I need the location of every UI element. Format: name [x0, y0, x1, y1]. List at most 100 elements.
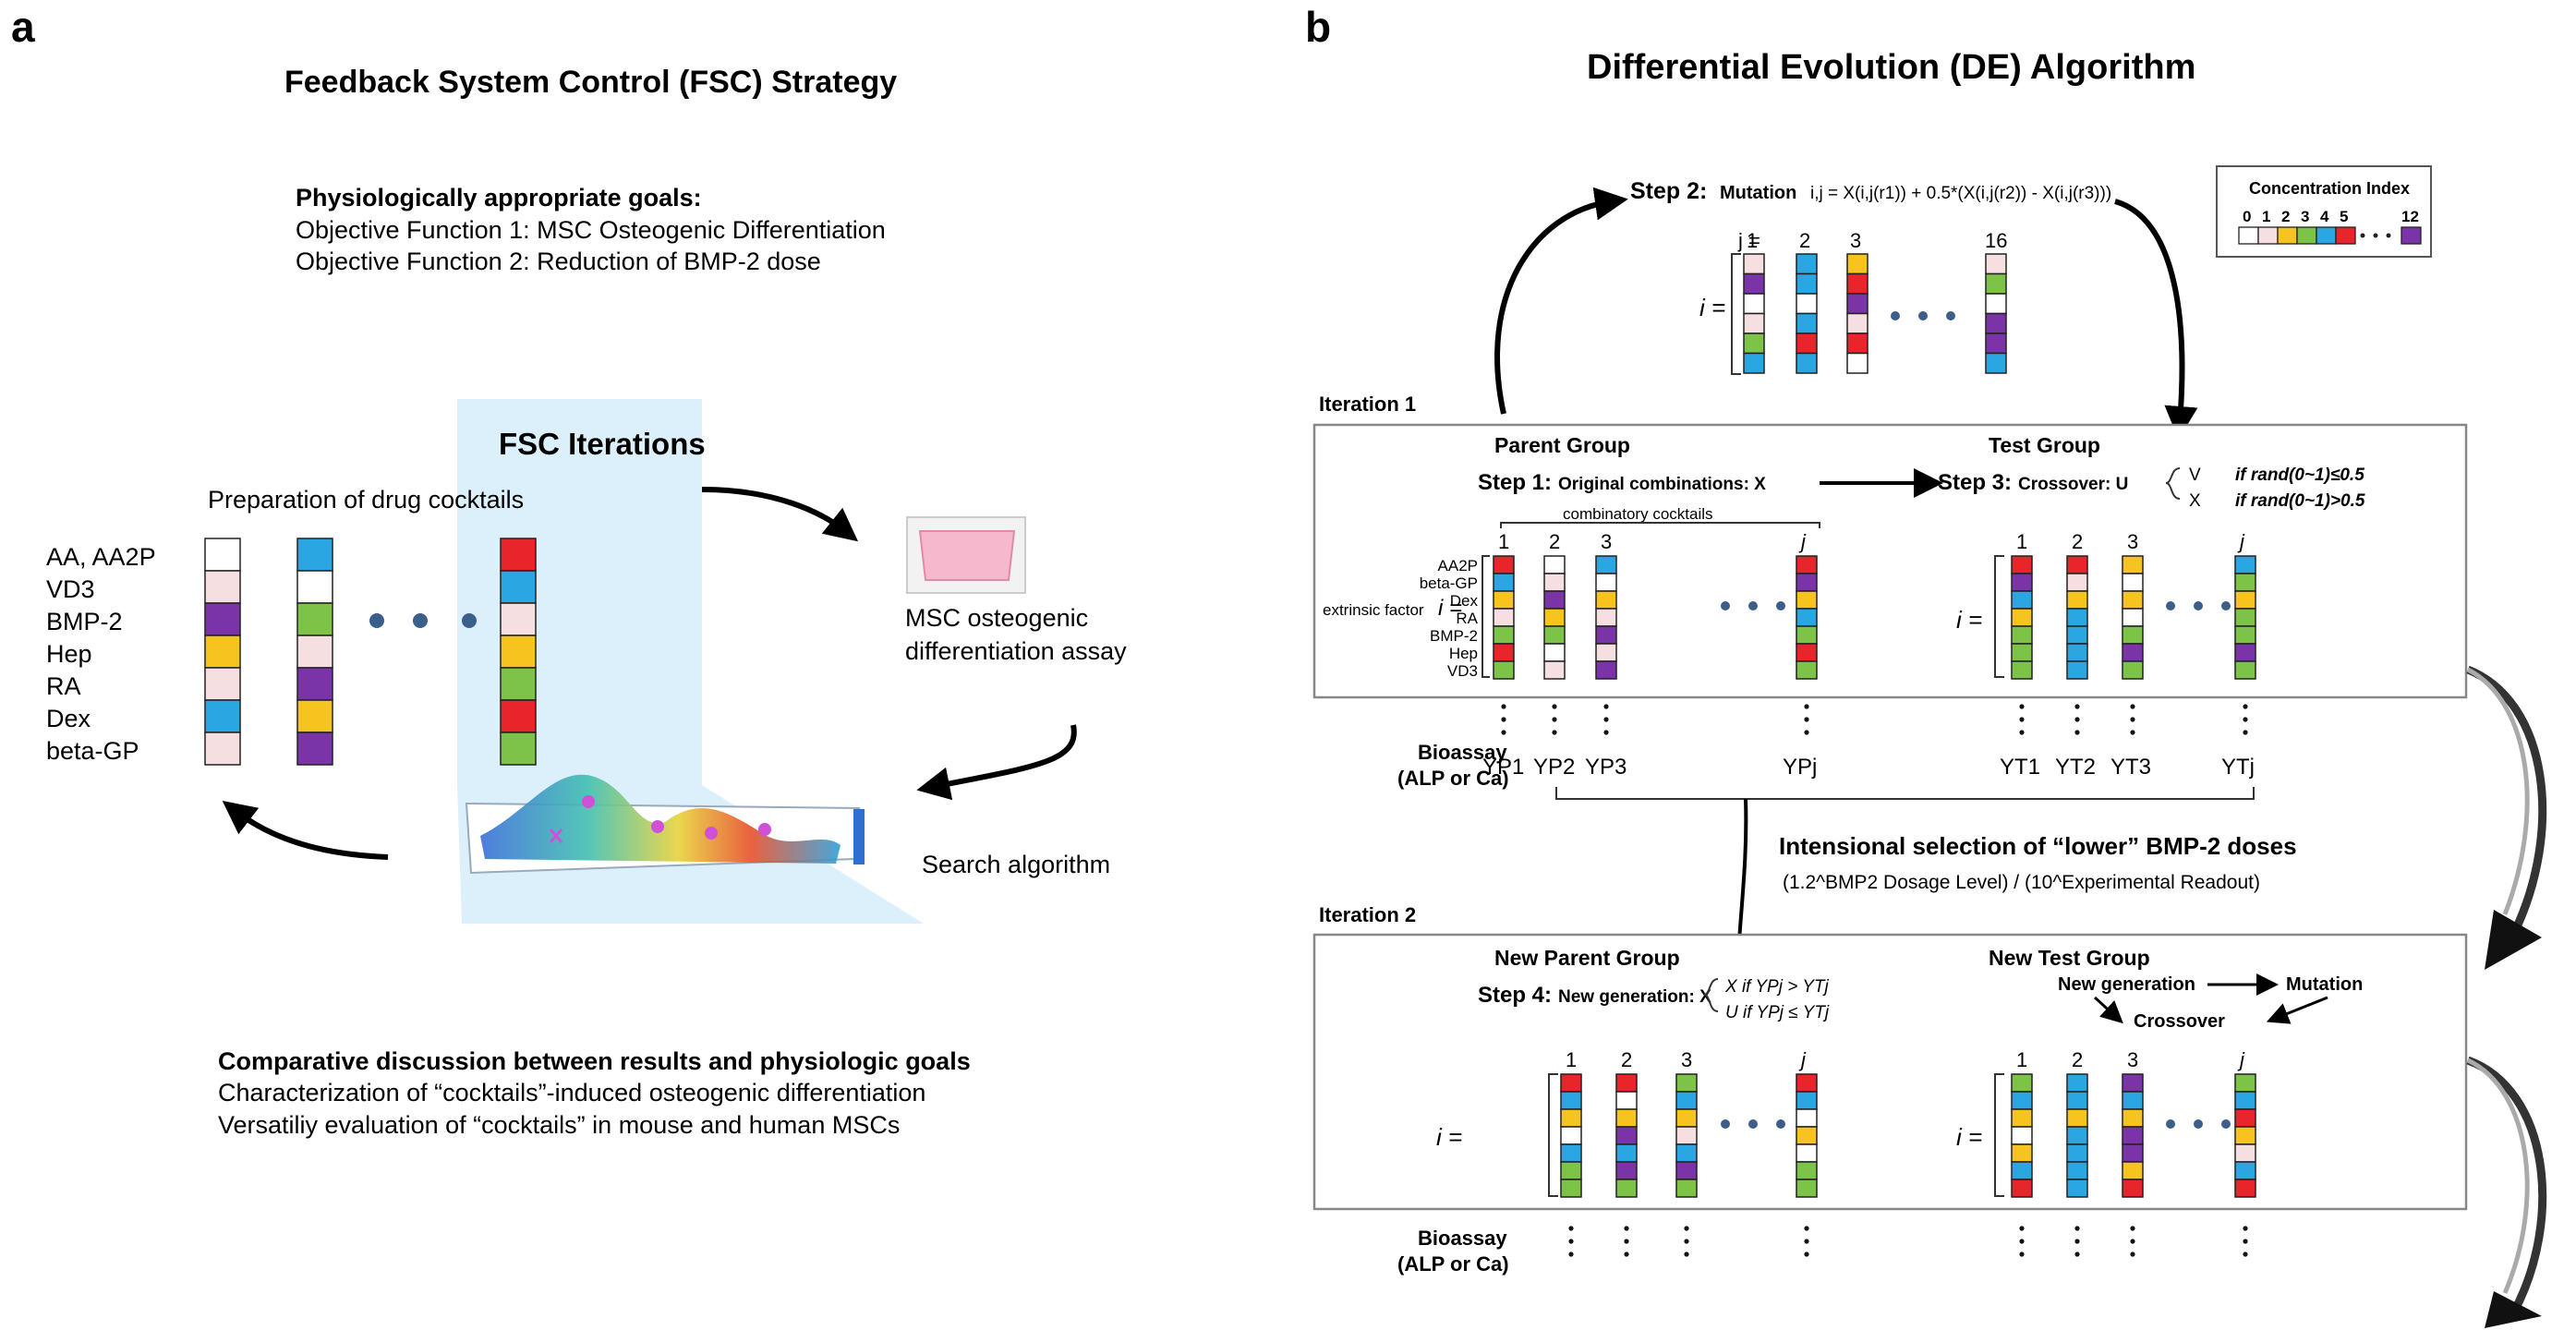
parent1-col-label: 2: [1549, 530, 1560, 553]
mutation-j-label: 2: [1799, 229, 1810, 252]
test1-column-cell: [2011, 573, 2033, 592]
parent1-column-cell: [1543, 643, 1566, 662]
parent1-column-cell: [1595, 573, 1617, 592]
parent2-column-cell: [1675, 1161, 1698, 1180]
cocktail-column-1-cell: [204, 699, 241, 733]
test2-ellipsis: [2166, 1119, 2231, 1129]
parent1-column-cell: [1796, 555, 1818, 574]
cocktail-column-3-cell: [500, 538, 537, 572]
mutation-column-cell: [1846, 312, 1869, 334]
bioassay1-dots: [1501, 704, 2248, 735]
concentration-swatch: [2257, 226, 2279, 245]
parent2-column-cell: [1615, 1108, 1638, 1128]
assay-dot: [2019, 730, 2025, 735]
concentration-swatch: [2277, 226, 2298, 245]
test2-column-cell: [2066, 1143, 2088, 1163]
discussion-2: Versatiliy evaluation of “cocktails” in …: [218, 1111, 900, 1139]
mutation-j-eq: j =: [1737, 229, 1760, 252]
cocktail-column-1-cell: [204, 602, 241, 636]
test1-column-cell: [2122, 643, 2144, 662]
assay-dot: [1804, 1226, 1809, 1231]
parent1-column-cell: [1796, 608, 1818, 627]
combinatory-label: combinatory cocktails: [1563, 505, 1713, 523]
test2-column: [2011, 1073, 2033, 1198]
assay-dot: [1624, 1226, 1629, 1231]
test1-column-cell: [2066, 625, 2088, 645]
test1-column-cell: [2011, 555, 2033, 574]
parent2-column-cell: [1615, 1126, 1638, 1145]
factor-label: RA: [1456, 610, 1478, 627]
mutation-column-cell: [1743, 332, 1765, 355]
test2-column-cell: [2066, 1161, 2088, 1180]
assay-label-line1: MSC osteogenic: [905, 604, 1088, 632]
assay-dot: [1603, 717, 1609, 722]
yt-label: YT2: [2055, 755, 2096, 780]
mutation-j-label: 16: [1985, 229, 2007, 252]
step4-brace: [1703, 978, 1719, 1012]
step4-text: New generation: X: [1558, 987, 1711, 1007]
assay-dot: [2130, 717, 2135, 722]
parent2-column-cell: [1675, 1073, 1698, 1093]
assay-dot: [1804, 717, 1809, 722]
concentration-swatch: [2335, 226, 2356, 245]
mutation-ellipsis: [1891, 311, 1955, 320]
assay-dot: [1804, 1251, 1809, 1257]
cycle-mutation: Mutation: [2286, 974, 2363, 995]
step4-x-rule: X if YPj > YTj: [1724, 977, 1830, 997]
cocktail-column-1-cell: [204, 538, 241, 572]
test2-column-cell: [2066, 1091, 2088, 1110]
mutation-column-cell: [1796, 352, 1818, 374]
test2-column-cell: [2122, 1143, 2144, 1163]
parent1-column-cell: [1595, 660, 1617, 680]
arrow-to-cocktails: [222, 801, 389, 860]
parent1-column-cell: [1796, 643, 1818, 662]
assay-dot: [2019, 1226, 2025, 1231]
test1-column-cell: [2122, 590, 2144, 610]
panel-a-label: a: [11, 3, 35, 51]
factor-label: BMP-2: [1430, 627, 1478, 645]
parent2-column-cell: [1560, 1161, 1582, 1180]
parent2-column-cell: [1615, 1161, 1638, 1180]
parent1-column-cell: [1493, 608, 1515, 627]
parent1-column-cell: [1595, 608, 1617, 627]
cocktail-column-3: [500, 538, 537, 766]
test2-column-cell: [2234, 1108, 2256, 1128]
yp-label: YP1: [1482, 755, 1524, 780]
test1-col-label: 1: [2016, 530, 2027, 553]
test2-column-cell: [2122, 1091, 2144, 1110]
parent1-column-cell: [1543, 573, 1566, 592]
mutation-j-label: 3: [1850, 229, 1861, 252]
assay-dot: [2019, 1251, 2025, 1257]
cond-x-rule: if rand(0~1)>0.5: [2235, 491, 2365, 511]
parent1-col-label: 3: [1601, 530, 1612, 553]
assay-dot: [2074, 1226, 2080, 1231]
test1-column-cell: [2066, 660, 2088, 680]
step4-label: Step 4:: [1478, 983, 1552, 1008]
arrow-to-search: [916, 724, 1077, 801]
test2-column-cell: [2011, 1108, 2033, 1128]
yt-labels: YT1 YT2 YT3 YTj: [2000, 755, 2255, 780]
mutation-column-cell: [1985, 253, 2007, 275]
yp-label: YP2: [1533, 755, 1575, 780]
assay-dot: [1603, 730, 1609, 735]
assay-dot: [2130, 1226, 2135, 1231]
arrow-to-assay: [701, 487, 859, 542]
search-algorithm-label: Search algorithm: [922, 851, 1110, 878]
assay-dot: [2243, 704, 2248, 709]
test1-column-cell: [2011, 643, 2033, 662]
test2-column-cell: [2066, 1126, 2088, 1145]
bioassay2-dots: [1568, 1226, 2248, 1257]
cocktail-column-1-cell: [204, 667, 241, 701]
test2-column-cell: [2011, 1161, 2033, 1180]
test2-column-cell: [2234, 1126, 2256, 1145]
parent2-column-cell: [1560, 1108, 1582, 1128]
test2-column-cell: [2234, 1091, 2256, 1110]
assay-dot: [2243, 717, 2248, 722]
assay-dot: [2243, 730, 2248, 735]
yp-label: YP3: [1585, 755, 1627, 780]
cond-x: X: [2189, 491, 2201, 511]
assay-dot: [2243, 1239, 2248, 1244]
mutation-column-cell: [1846, 272, 1869, 295]
parent1-column-cell: [1595, 590, 1617, 610]
mutation-column-cell: [1985, 272, 2007, 295]
